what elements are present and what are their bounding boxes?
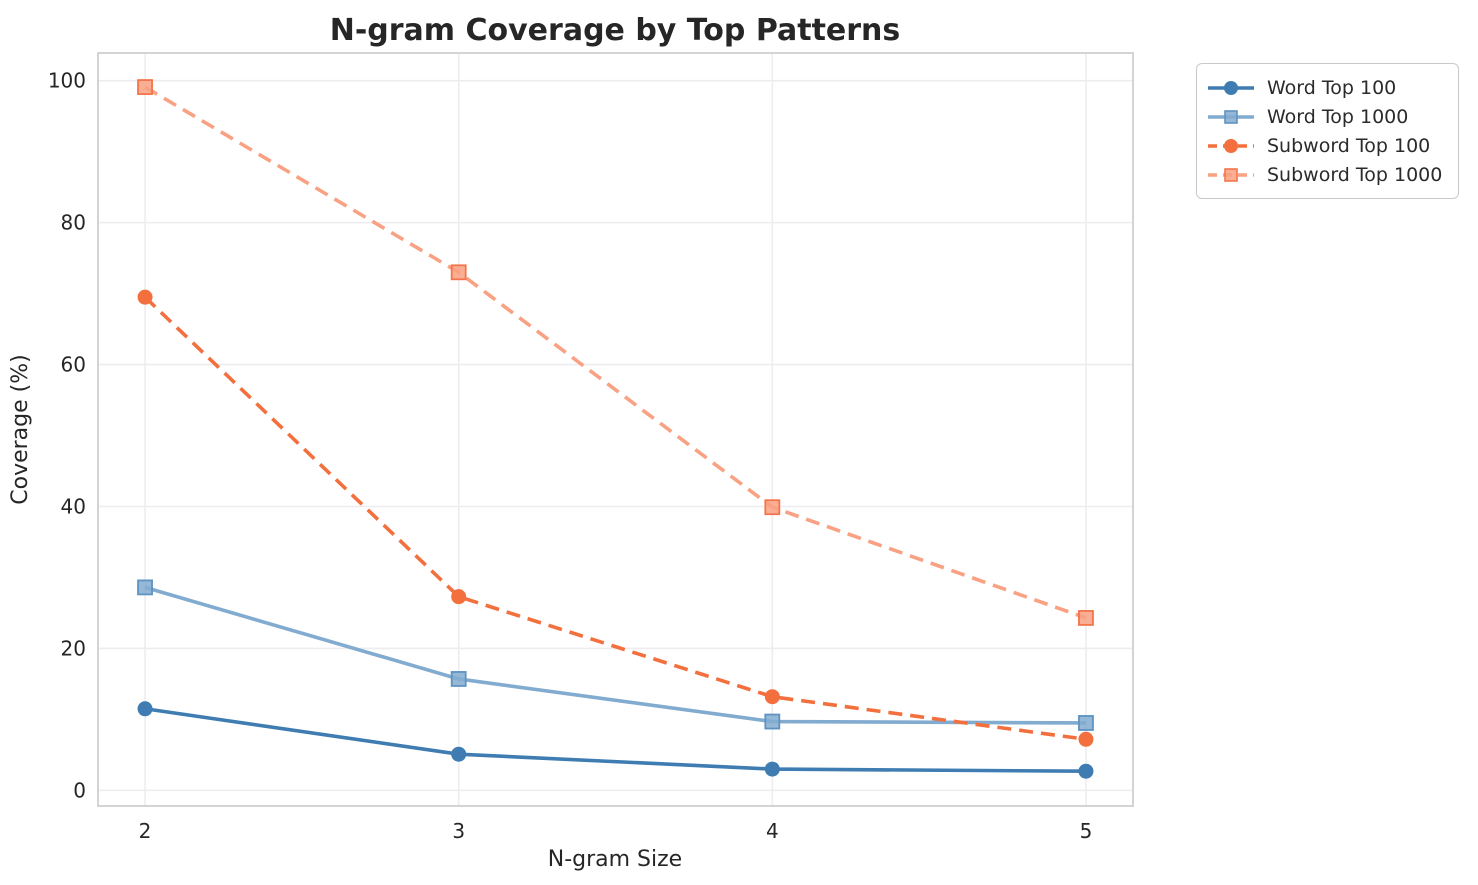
data-point-marker	[1078, 610, 1094, 626]
x-tick-label: 5	[1080, 819, 1093, 843]
legend-item: Word Top 100	[1207, 73, 1442, 102]
data-point-marker	[1078, 763, 1094, 779]
legend: Word Top 100 Word Top 1000 Subword Top 100…	[1196, 63, 1460, 199]
x-axis-label: N-gram Size	[548, 847, 682, 872]
plot-border	[97, 52, 1134, 807]
x-tick-label: 3	[452, 819, 465, 843]
legend-item: Word Top 1000	[1207, 102, 1442, 131]
x-tick-label: 4	[766, 819, 779, 843]
legend-marker-icon	[1208, 109, 1254, 124]
data-point-marker	[137, 79, 153, 95]
data-series	[137, 79, 1094, 779]
x-tick-label: 2	[139, 819, 152, 843]
legend-label: Subword Top 100	[1267, 134, 1431, 157]
legend-label: Word Top 100	[1267, 76, 1397, 99]
data-point-marker	[764, 761, 780, 777]
y-tick-label: 80	[61, 211, 86, 235]
series-line	[144, 585, 1086, 725]
series-line	[143, 295, 1087, 742]
chart-title: N-gram Coverage by Top Patterns	[330, 13, 901, 48]
data-point-marker	[764, 499, 781, 516]
legend-marker-icon	[1208, 167, 1254, 182]
data-point-marker	[764, 689, 780, 705]
y-tick-label: 40	[61, 495, 86, 519]
y-tick-label: 20	[61, 636, 86, 660]
data-point-marker	[450, 671, 467, 687]
data-point-marker	[451, 746, 467, 762]
series-line	[144, 706, 1086, 774]
data-point-marker	[137, 701, 153, 717]
legend-item: Subword Top 100	[1207, 131, 1442, 160]
legend-label: Subword Top 1000	[1267, 163, 1443, 186]
data-point-marker	[137, 289, 153, 305]
series-line	[144, 85, 1087, 620]
grid-lines	[98, 53, 1133, 806]
legend-item: Subword Top 1000	[1207, 160, 1442, 189]
y-tick-label: 60	[61, 353, 86, 377]
data-point-marker	[1078, 731, 1094, 747]
data-point-marker	[450, 264, 467, 281]
legend-label: Word Top 1000	[1267, 105, 1409, 128]
y-axis-label: Coverage (%)	[8, 354, 33, 504]
legend-marker-icon	[1208, 80, 1254, 95]
y-tick-label: 0	[73, 778, 86, 802]
data-point-marker	[1078, 715, 1094, 731]
tick-labels: 2 3 4 5 0 20 40 60 80 100	[48, 69, 1093, 843]
y-tick-label: 100	[48, 69, 86, 93]
legend-marker-icon	[1208, 138, 1254, 153]
data-point-marker	[137, 579, 153, 596]
data-point-marker	[764, 713, 781, 730]
data-point-marker	[451, 589, 467, 605]
